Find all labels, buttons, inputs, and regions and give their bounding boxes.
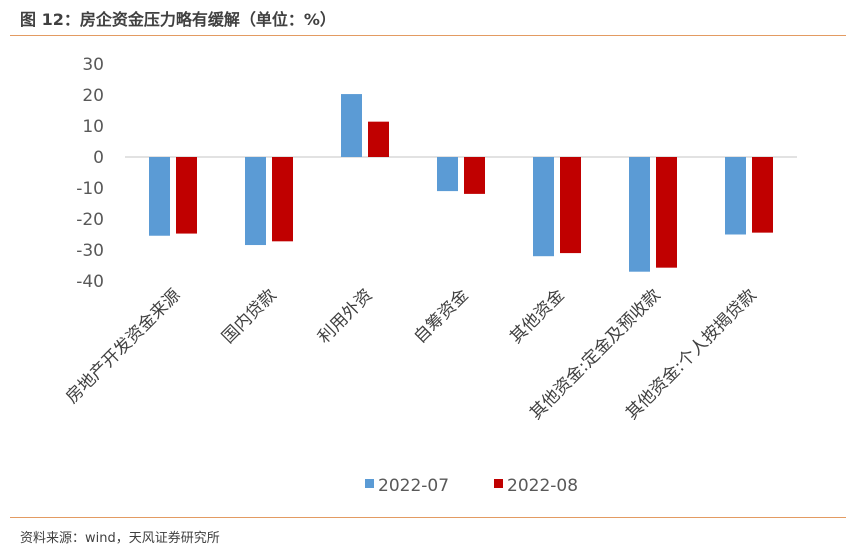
x-category-label: 利用外资 <box>314 285 376 347</box>
y-tick-label: 0 <box>93 148 104 168</box>
bar <box>149 157 170 236</box>
bar <box>341 94 362 157</box>
x-category-label: 房地产开发资金来源 <box>62 285 184 407</box>
legend-label-2022-08: 2022-08 <box>507 476 578 496</box>
source-note: 资料来源：wind，天风证券研究所 <box>20 531 220 546</box>
y-tick-label: 20 <box>82 86 104 106</box>
bar <box>656 157 677 268</box>
bars <box>149 94 773 272</box>
legend-swatch-2022-07 <box>365 479 374 488</box>
bottom-divider <box>10 517 846 518</box>
y-tick-label: -10 <box>76 179 104 199</box>
bar <box>368 121 389 157</box>
bar <box>176 157 197 234</box>
chart-title: 图 12：房企资金压力略有缓解（单位：%） <box>20 10 336 29</box>
bar <box>245 157 266 246</box>
bar <box>629 157 650 272</box>
category-labels: 房地产开发资金来源 国内贷款 利用外资 自筹资金 其他资金其他资金:定金及预收款其他资金… <box>62 285 760 423</box>
bar <box>725 157 746 235</box>
bar <box>464 157 485 194</box>
legend-label-2022-07: 2022-07 <box>378 476 449 496</box>
y-tick-label: -30 <box>76 241 104 261</box>
bar <box>533 157 554 257</box>
bar <box>272 157 293 242</box>
legend: 2022-07 2022-08 <box>365 476 578 496</box>
bar <box>437 157 458 192</box>
x-category-label: 其他资金 <box>506 285 568 347</box>
y-tick-label: -40 <box>76 272 104 292</box>
y-axis-ticks: 30 20 10 0 -10 -20 -30 -40 <box>76 55 104 292</box>
bar <box>752 157 773 233</box>
bar <box>560 157 581 254</box>
y-tick-label: 10 <box>82 117 104 137</box>
y-tick-label: 30 <box>82 55 104 75</box>
y-tick-label: -20 <box>76 210 104 230</box>
legend-swatch-2022-08 <box>494 479 503 488</box>
top-divider <box>10 35 846 36</box>
x-category-label: 自筹资金 <box>410 285 472 347</box>
x-category-label: 国内贷款 <box>218 285 280 347</box>
